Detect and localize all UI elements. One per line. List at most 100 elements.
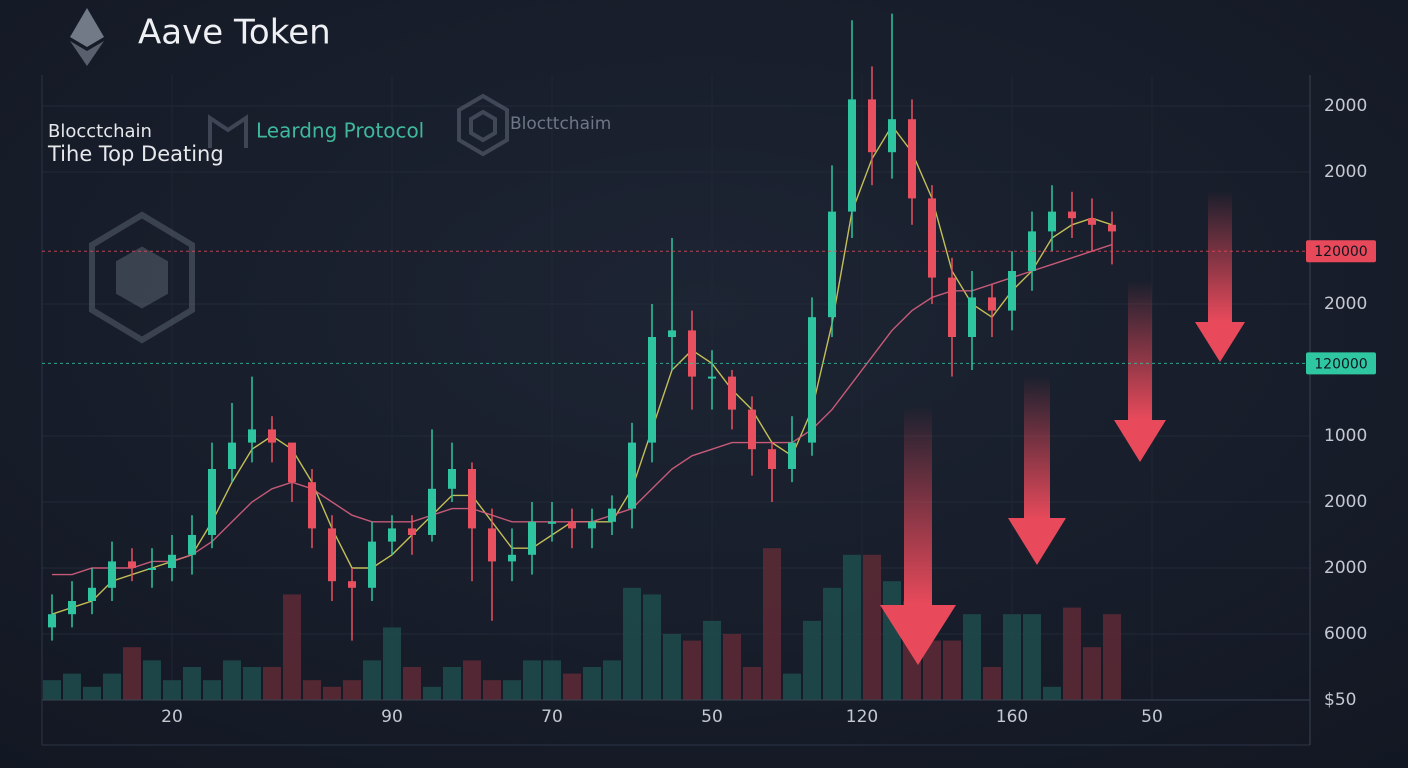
candle-body [68, 601, 76, 615]
x-tick-label: 120 [846, 707, 878, 727]
candle-body [208, 469, 216, 535]
y-tick-label: 1000 [1324, 426, 1367, 446]
candle-body [1048, 211, 1056, 232]
volume-bar [443, 667, 461, 700]
moving-average-line [52, 243, 1113, 576]
volume-bar [663, 634, 681, 700]
candle-body [428, 488, 436, 535]
candle-body [1108, 224, 1116, 232]
volume-bar [283, 594, 301, 700]
volume-bar [1043, 686, 1061, 700]
candle-body [1068, 211, 1076, 219]
volume-bar [723, 634, 741, 700]
volume-bar [1023, 614, 1041, 700]
y-tick-label: 6000 [1324, 624, 1367, 644]
label: Blocctchain [48, 121, 152, 142]
candle-body [908, 119, 916, 199]
candle-body [1088, 218, 1096, 225]
candle-body [308, 482, 316, 529]
candle-body [748, 409, 756, 450]
volume-bar [223, 660, 241, 700]
volume-bar [423, 686, 441, 700]
volume-bar [563, 673, 581, 700]
volume-bar [263, 667, 281, 700]
volume-bar [623, 587, 641, 700]
volume-bar [1003, 614, 1021, 700]
volume-bar [463, 660, 481, 700]
volume-bar [583, 667, 601, 700]
y-tick-label: 2000 [1324, 96, 1367, 116]
volume-bar [43, 680, 61, 700]
candle-body [368, 541, 376, 588]
candle-body [188, 535, 196, 555]
volume-bar [783, 673, 801, 700]
candle-body [868, 99, 876, 153]
candle-body [628, 442, 636, 509]
down-arrows [880, 190, 1245, 665]
x-tick-label: 20 [161, 707, 183, 727]
volume-bar [503, 680, 521, 700]
candle-body [568, 521, 576, 529]
label: Tihe Top Deating [47, 142, 224, 166]
candle-body [728, 376, 736, 410]
volume-bar [1063, 607, 1081, 700]
hex-logo [89, 211, 195, 344]
candle-body [108, 561, 116, 588]
y-tick-label: 2000 [1324, 492, 1367, 512]
candle-body [248, 429, 256, 443]
y-tick-label: 2000 [1324, 162, 1367, 182]
candle-body [688, 330, 696, 377]
volume-bar [343, 680, 361, 700]
candle-body [788, 442, 796, 469]
volume-bar [683, 640, 701, 700]
candle-body [588, 521, 596, 529]
candle-body [508, 554, 516, 562]
volume-bar [243, 667, 261, 700]
volume-bar [143, 660, 161, 700]
volume-bar [83, 686, 101, 700]
x-tick-label: 50 [701, 707, 723, 727]
volume-bar [923, 640, 941, 700]
volume-bar [843, 554, 861, 700]
volume-bar [943, 640, 961, 700]
price-badge [1306, 240, 1376, 263]
volume-bar [863, 554, 881, 700]
candle-body [488, 528, 496, 562]
candle-body [388, 528, 396, 542]
candle-body [88, 587, 96, 601]
label: Leardng Protocol [256, 119, 424, 143]
candle-body [928, 198, 936, 278]
x-tick-label: 90 [381, 707, 403, 727]
volume-bar [983, 667, 1001, 700]
volume-bar [363, 660, 381, 700]
volume-bar [163, 680, 181, 700]
candle-body [708, 376, 716, 379]
volume-bar [63, 673, 81, 700]
label: Blocttchaim [510, 114, 611, 134]
eth-logo [70, 8, 104, 66]
volume-bar [183, 667, 201, 700]
y-tick-label: $50 [1324, 690, 1356, 710]
hex-logo-small [457, 93, 509, 157]
candle-body [228, 442, 236, 469]
volume-bar [543, 660, 561, 700]
candle-body [1008, 271, 1016, 311]
chart-title: Aave Token [138, 13, 331, 53]
y-tick-label: 2000 [1324, 294, 1367, 314]
y-tick-label: 2000 [1324, 558, 1367, 578]
volume-bar [1083, 647, 1101, 700]
candle-body [168, 554, 176, 568]
volume-bar [403, 667, 421, 700]
candle-body [468, 469, 476, 529]
volume-bar [303, 680, 321, 700]
candle-body [268, 429, 276, 443]
candle-body [348, 581, 356, 588]
volume-bar [383, 627, 401, 700]
candle-body [328, 528, 336, 582]
candle-body [968, 297, 976, 337]
volume-bar [643, 594, 661, 700]
volume-bar [323, 686, 341, 700]
candle-body [988, 297, 996, 311]
x-tick-label: 160 [996, 707, 1028, 727]
candle-body [408, 528, 416, 535]
